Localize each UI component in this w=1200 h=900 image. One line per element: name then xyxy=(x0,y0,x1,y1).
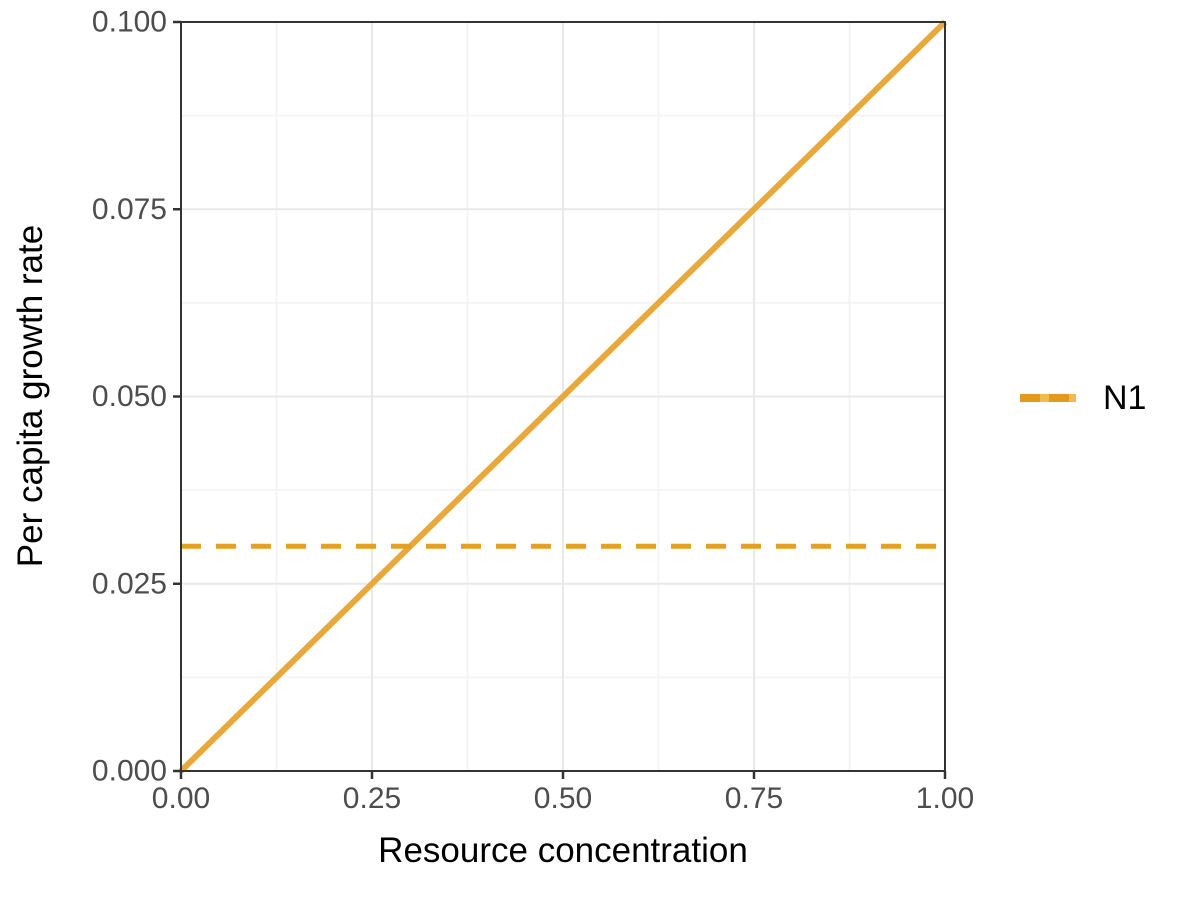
y-tick-label: 0.050 xyxy=(92,380,167,413)
legend: N1 xyxy=(1020,379,1146,417)
x-tick-label: 0.75 xyxy=(725,782,783,815)
x-axis-title: Resource concentration xyxy=(378,831,748,870)
y-tick-label: 0.025 xyxy=(92,567,167,600)
y-tick-label: 0.000 xyxy=(92,755,167,788)
y-tick-label: 0.075 xyxy=(92,193,167,226)
x-tick-label: 0.50 xyxy=(534,782,592,815)
x-tick-label: 0.00 xyxy=(152,782,210,815)
y-axis-title: Per capita growth rate xyxy=(11,225,50,567)
x-tick-label: 1.00 xyxy=(916,782,974,815)
series-line-solid xyxy=(178,19,948,774)
legend-label: N1 xyxy=(1103,379,1146,417)
x-tick-label: 0.25 xyxy=(343,782,401,815)
plot-dynamic-layer: 0.00 0.25 0.50 0.75 1.00 0.000 0.025 0.050 0.075… xyxy=(92,6,974,816)
y-tick-label: 0.100 xyxy=(92,6,167,39)
